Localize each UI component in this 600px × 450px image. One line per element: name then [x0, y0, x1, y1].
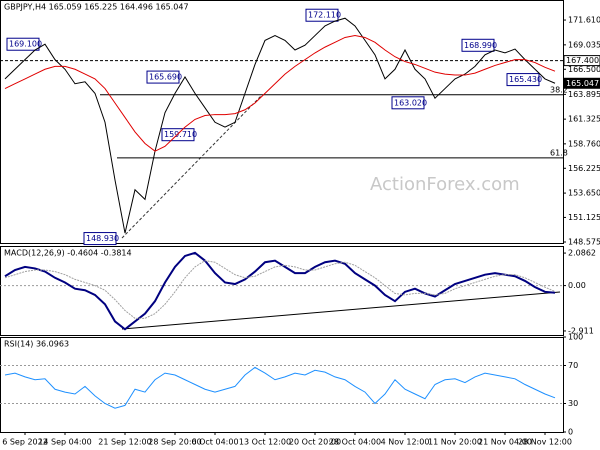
price-box-label: 165.690	[149, 73, 182, 82]
price-panel	[0, 0, 564, 244]
price-box-label: 169.100	[9, 40, 42, 49]
price-box-label: 163.020	[394, 98, 427, 107]
price-tag-label: 165.047	[566, 79, 599, 88]
price-box	[83, 232, 117, 246]
x-tick-label: 13 Oct 12:00	[239, 438, 291, 447]
panel-title: GBPJPY,H4 165.059 165.225 164.496 165.04…	[4, 3, 189, 12]
series-line	[4, 366, 556, 409]
price-box	[146, 70, 180, 84]
price-box	[391, 96, 425, 110]
y-tick-label: 2.0862	[568, 249, 596, 258]
y-tick-label: 171.610	[568, 16, 600, 25]
price-tag-label: 167.400	[566, 56, 599, 65]
watermark: ActionForex.com	[370, 174, 520, 195]
price-box	[6, 37, 40, 51]
y-tick-label: 156.225	[568, 164, 600, 173]
y-tick-label: 166.500	[568, 65, 600, 74]
price-tag	[563, 55, 600, 67]
y-tick-label: 30	[568, 399, 578, 408]
fib-label: 38.2	[550, 85, 568, 94]
price-box-label: 159.710	[164, 130, 197, 139]
x-tick-label: 14 Sep 04:00	[38, 438, 91, 447]
y-tick-label: 161.325	[568, 115, 600, 124]
y-tick-label: 70	[568, 361, 578, 370]
y-tick-label: 100	[568, 333, 583, 342]
price-box-label: 168.990	[464, 41, 497, 50]
y-tick-label: 169.035	[568, 40, 600, 49]
y-tick-label: -2.911	[568, 326, 594, 335]
series-line	[4, 35, 556, 152]
trendline	[121, 94, 263, 239]
macd-trendline	[121, 291, 561, 330]
rsi-panel	[0, 337, 564, 433]
x-tick-label: 21 Sep 12:00	[98, 438, 151, 447]
y-tick-label: 0	[568, 428, 573, 437]
x-tick-label: 28 Nov 12:00	[518, 438, 572, 447]
y-tick-label: 151.125	[568, 213, 600, 222]
x-tick-label: 6 Oct 04:00	[191, 438, 238, 447]
fib-label: 61.8	[550, 148, 568, 157]
series-line	[4, 251, 556, 331]
x-tick-label: 6 Sep 2022	[2, 438, 48, 447]
y-tick-label: 148.575	[568, 237, 600, 246]
x-tick-label: 28 Oct 04:00	[329, 438, 381, 447]
price-box	[161, 128, 195, 142]
price-box	[506, 73, 540, 87]
y-tick-label: 0.00	[568, 281, 586, 290]
y-tick-label: 158.760	[568, 139, 600, 148]
macd-panel	[0, 246, 564, 336]
series-line	[4, 260, 556, 319]
price-box-label: 148.930	[86, 234, 119, 243]
price-tag	[563, 77, 600, 89]
x-tick-label: 20 Oct 20:00	[289, 438, 341, 447]
y-tick-label: 163.895	[568, 90, 600, 99]
x-tick-label: 21 Nov 04:00	[478, 438, 532, 447]
x-tick-label: 4 Nov 12:00	[381, 438, 430, 447]
x-tick-label: 11 Nov 20:00	[428, 438, 482, 447]
panel-title: RSI(14) 36.0963	[4, 340, 69, 349]
price-box	[305, 8, 339, 22]
y-tick-label: 153.650	[568, 189, 600, 198]
price-box-label: 165.430	[509, 75, 542, 84]
panel-title: MACD(12,26,9) -0.4604 -0.3814	[4, 249, 132, 258]
price-box	[461, 38, 495, 52]
price-box-label: 172.110	[308, 11, 341, 20]
x-tick-label: 28 Sep 20:00	[148, 438, 201, 447]
